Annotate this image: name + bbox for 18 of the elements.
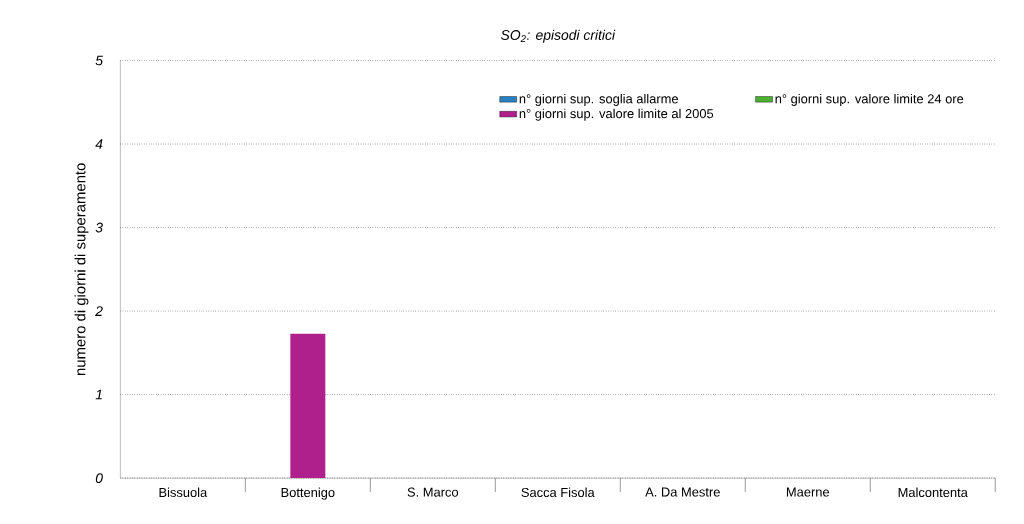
y-tick-label: 5	[95, 55, 104, 66]
x-tick-label: Malcontenta	[898, 487, 968, 498]
x-tick-label: A. Da Mestre	[645, 487, 720, 497]
legend-label: n° giorni sup. valore limite al 2005	[519, 108, 714, 121]
legend-label: n° giorni sup. valore limite 24 ore	[775, 94, 964, 107]
y-tick-label: 3	[95, 222, 103, 233]
x-tick-label: Bissuola	[159, 487, 208, 498]
chart-title: SO$_{2}$: episodi critici	[500, 29, 616, 43]
y-axis-title: numero di giorni di superamento	[74, 163, 89, 376]
y-tick-label: 1	[95, 389, 102, 400]
y-tick-label: 2	[95, 306, 103, 317]
x-tick-label: Bottenigo	[281, 487, 335, 500]
x-tick-label: Sacca Fisola	[521, 487, 595, 498]
legend-label: n° giorni sup. soglia allarme	[519, 94, 678, 107]
y-tick-label: 0	[95, 473, 103, 484]
x-tick-label: S. Marco	[407, 487, 459, 497]
y-tick-label: 4	[95, 139, 103, 149]
x-tick-label: Maerne	[786, 487, 830, 497]
